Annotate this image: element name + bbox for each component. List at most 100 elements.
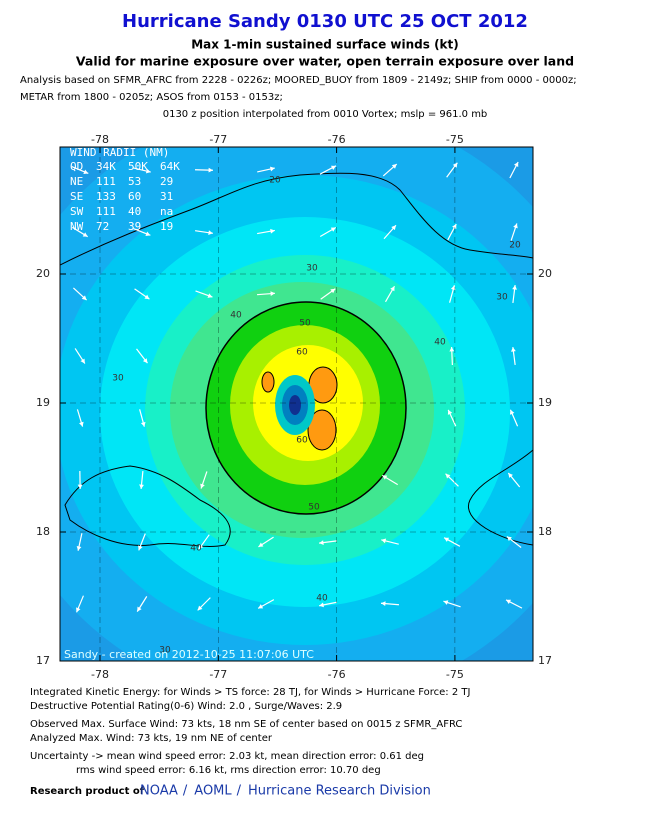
- arrow-head: [79, 421, 84, 427]
- validity: Valid for marine exposure over water, op…: [76, 54, 574, 69]
- arrow-head: [391, 225, 396, 231]
- arrow-head: [208, 167, 213, 173]
- arrow-head: [270, 228, 275, 234]
- radii-cell: 111: [96, 175, 116, 188]
- x-tick-label: -78: [91, 133, 109, 146]
- arrow-head: [319, 602, 324, 608]
- contour-label: 20: [509, 241, 521, 251]
- arrow-head: [506, 536, 512, 542]
- y-tick-label: 19: [538, 396, 552, 409]
- credit: Sandy - created on 2012-10-25 11:07:06 U…: [64, 648, 314, 661]
- radii-cell: NW: [70, 220, 84, 233]
- arrow-head: [77, 484, 83, 489]
- radii-cell: na: [160, 205, 173, 218]
- arrow-head: [144, 294, 150, 300]
- footer-line: Integrated Kinetic Energy: for Winds > T…: [30, 687, 470, 698]
- arrow-head: [83, 169, 89, 174]
- radii-header: 34K: [96, 160, 116, 173]
- x-tick-label: -77: [209, 668, 227, 681]
- axes: -78 -78 -77 -77 -76 -76 -75 -75 20 20 19 19 18 18 17 17: [36, 133, 552, 681]
- research-link[interactable]: NOAA: [140, 784, 178, 799]
- radii-cell: 31: [160, 190, 173, 203]
- research-link[interactable]: AOML: [194, 784, 232, 799]
- radii-cell: SW: [70, 205, 84, 218]
- arrow-head: [381, 538, 387, 544]
- footer-line: rms wind speed error: 6.16 kt, rms direc…: [76, 765, 381, 776]
- arrow-head: [197, 605, 203, 611]
- analysis-line: Analysis based on SFMR_AFRC from 2228 - …: [20, 75, 577, 86]
- arrow-head: [447, 409, 453, 415]
- radii-header: QD: [70, 160, 83, 173]
- arrow-head: [81, 295, 87, 301]
- x-tick-label: -76: [328, 668, 346, 681]
- x-tick-label: -76: [328, 133, 346, 146]
- contour-label: 20: [269, 176, 281, 186]
- map: 20 20 30 30 30 40 40 40 40 50 50 60 60 30 Sandy - cre…: [60, 147, 533, 661]
- arrow-head: [142, 358, 148, 364]
- arrow-head: [145, 231, 151, 236]
- x-tick-label: -75: [446, 668, 464, 681]
- radii-cell: 29: [160, 175, 173, 188]
- footer-line: Analyzed Max. Wind: 73 kts, 19 nm NE of …: [30, 733, 273, 744]
- arrow-head: [382, 475, 388, 480]
- arrow-head: [390, 286, 395, 292]
- arrow-head: [452, 162, 458, 168]
- grid: [60, 147, 533, 661]
- arrow-head: [506, 599, 512, 605]
- contour-labels: 20 20 30 30 30 40 40 40 40 50 50 60 60 30: [112, 176, 521, 656]
- footer-line: Observed Max. Surface Wind: 73 kts, 18 n…: [30, 719, 462, 730]
- arrow-head: [138, 545, 143, 551]
- coastline-jamaica: [64, 465, 231, 547]
- contour-label: 30: [159, 646, 171, 656]
- arrow-head: [198, 544, 204, 550]
- y-tick-label: 20: [36, 267, 50, 280]
- y-tick-label: 19: [36, 396, 50, 409]
- arrow-head: [445, 473, 451, 479]
- arrow-head: [450, 285, 456, 291]
- radii-title: WIND RADII (NM): [70, 146, 169, 159]
- footer-line: Uncertainty -> mean wind speed error: 2.…: [30, 751, 424, 762]
- arrow-head: [208, 230, 213, 236]
- arrow-head: [139, 484, 144, 489]
- radii-cell: 111: [96, 205, 116, 218]
- contour-label: 40: [434, 338, 446, 348]
- x-tick-label: -78: [91, 668, 109, 681]
- analysis-line: METAR from 1800 - 0205z; ASOS from 0153 …: [20, 92, 283, 103]
- arrow-head: [330, 227, 336, 232]
- wind-arrows: [71, 161, 523, 613]
- title: Hurricane Sandy 0130 UTC 25 OCT 2012: [122, 11, 528, 32]
- arrow-head: [508, 473, 513, 478]
- arrow-head: [330, 165, 336, 170]
- subtitle: Max 1-min sustained surface winds (kt): [191, 38, 459, 52]
- y-tick-label: 18: [538, 525, 552, 538]
- arrow-head: [391, 164, 397, 169]
- contour-label: 60: [296, 436, 308, 446]
- research-link[interactable]: Hurricane Research Division: [248, 784, 431, 799]
- arrow-head: [452, 224, 457, 230]
- contour-label: 40: [190, 544, 202, 554]
- arrow-head: [511, 347, 516, 352]
- contour-label: 30: [112, 374, 124, 384]
- radii-header: 50K: [128, 160, 148, 173]
- contour-label: 50: [308, 503, 320, 513]
- radii-cell: 133: [96, 190, 116, 203]
- map-frame: [59, 146, 534, 662]
- separator: /: [237, 784, 242, 799]
- wind-radii-table: WIND RADII (NM)QD 34K 50K 64K NE 111 53 29 SE 133…: [70, 146, 180, 233]
- arrow-head: [137, 606, 142, 612]
- arrow-head: [512, 285, 517, 290]
- coastline-hispaniola: [467, 449, 533, 546]
- contour-max: [307, 409, 337, 451]
- arrow-head: [444, 537, 450, 542]
- arrow-head: [80, 358, 85, 364]
- y-tick-label: 17: [538, 654, 552, 667]
- y-tick-label: 18: [36, 525, 50, 538]
- arrow-head: [258, 604, 264, 609]
- research-prefix: Research product of: [30, 786, 145, 797]
- contour-label: 40: [316, 594, 328, 604]
- footer: Integrated Kinetic Energy: for Winds > T…: [30, 687, 470, 799]
- footer-line: Destructive Potential Rating(0-6) Wind: …: [30, 701, 342, 712]
- contour-label: 30: [496, 293, 508, 303]
- arrow-head: [76, 546, 82, 551]
